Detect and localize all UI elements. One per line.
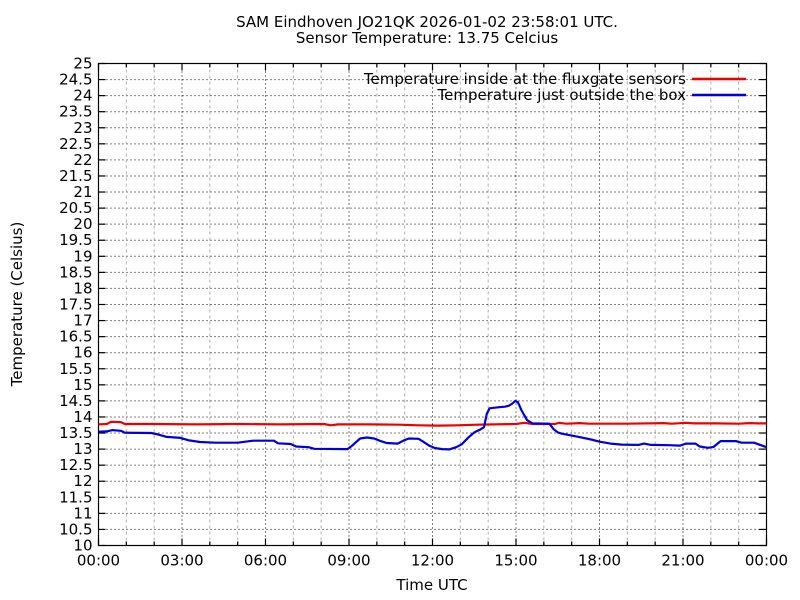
legend-label-outside-box: Temperature just outside the box — [437, 86, 687, 104]
grid-layer — [98, 63, 767, 546]
plot-border — [97, 62, 768, 547]
x-tick-label: 18:00 — [578, 552, 621, 570]
axis-tick-labels: 1010.51111.51212.51313.51414.51515.51616… — [59, 55, 788, 570]
y-tick-label: 22 — [73, 151, 92, 169]
y-tick-label: 14 — [73, 408, 92, 426]
y-tick-label: 15 — [73, 376, 92, 394]
y-tick-label: 21.5 — [59, 167, 92, 185]
x-tick-label: 03:00 — [160, 552, 203, 570]
y-tick-label: 22.5 — [59, 135, 92, 153]
y-tick-label: 18.5 — [59, 263, 92, 281]
x-tick-label: 21:00 — [661, 552, 704, 570]
series-line-1 — [98, 399, 767, 451]
legend: Temperature inside at the fluxgate senso… — [363, 70, 746, 104]
y-tick-label: 13.5 — [59, 424, 92, 442]
y-tick-label: 11 — [73, 504, 92, 522]
x-tick-label: 12:00 — [411, 552, 454, 570]
y-tick-label: 14.5 — [59, 392, 92, 410]
y-tick-label: 24.5 — [59, 71, 92, 89]
y-tick-label: 21 — [73, 183, 92, 201]
legend-label-inside-sensors: Temperature inside at the fluxgate senso… — [363, 70, 686, 88]
y-tick-label: 18 — [73, 279, 92, 297]
series-layer — [98, 399, 767, 451]
x-tick-label: 00:00 — [745, 552, 788, 570]
x-tick-label: 09:00 — [327, 552, 370, 570]
x-axis-title: Time UTC — [395, 576, 467, 594]
y-tick-label: 17.5 — [59, 296, 92, 314]
y-tick-label: 23.5 — [59, 103, 92, 121]
series-line-0 — [98, 420, 767, 427]
y-tick-label: 13 — [73, 440, 92, 458]
x-tick-label: 15:00 — [494, 552, 537, 570]
y-tick-label: 12 — [73, 472, 92, 490]
y-tick-label: 17 — [73, 312, 92, 330]
tick-layer — [97, 62, 768, 547]
y-tick-label: 25 — [73, 55, 92, 73]
y-tick-label: 19 — [73, 247, 92, 265]
y-tick-label: 20.5 — [59, 199, 92, 217]
y-tick-label: 12.5 — [59, 456, 92, 474]
y-tick-label: 16.5 — [59, 328, 92, 346]
y-tick-label: 11.5 — [59, 488, 92, 506]
x-tick-label: 06:00 — [244, 552, 287, 570]
y-tick-label: 10 — [73, 537, 92, 555]
y-tick-label: 24 — [73, 87, 92, 105]
y-axis-title: Temperature (Celsius) — [8, 222, 26, 388]
y-tick-label: 23 — [73, 119, 92, 137]
y-tick-label: 10.5 — [59, 520, 92, 538]
y-tick-label: 20 — [73, 215, 92, 233]
y-tick-label: 15.5 — [59, 360, 92, 378]
chart-title: SAM Eindhoven JO21QK 2026-01-02 23:58:01… — [236, 13, 618, 31]
x-tick-label: 00:00 — [77, 552, 120, 570]
y-tick-label: 19.5 — [59, 231, 92, 249]
chart-subtitle: Sensor Temperature: 13.75 Celcius — [296, 29, 559, 47]
y-tick-label: 16 — [73, 344, 92, 362]
